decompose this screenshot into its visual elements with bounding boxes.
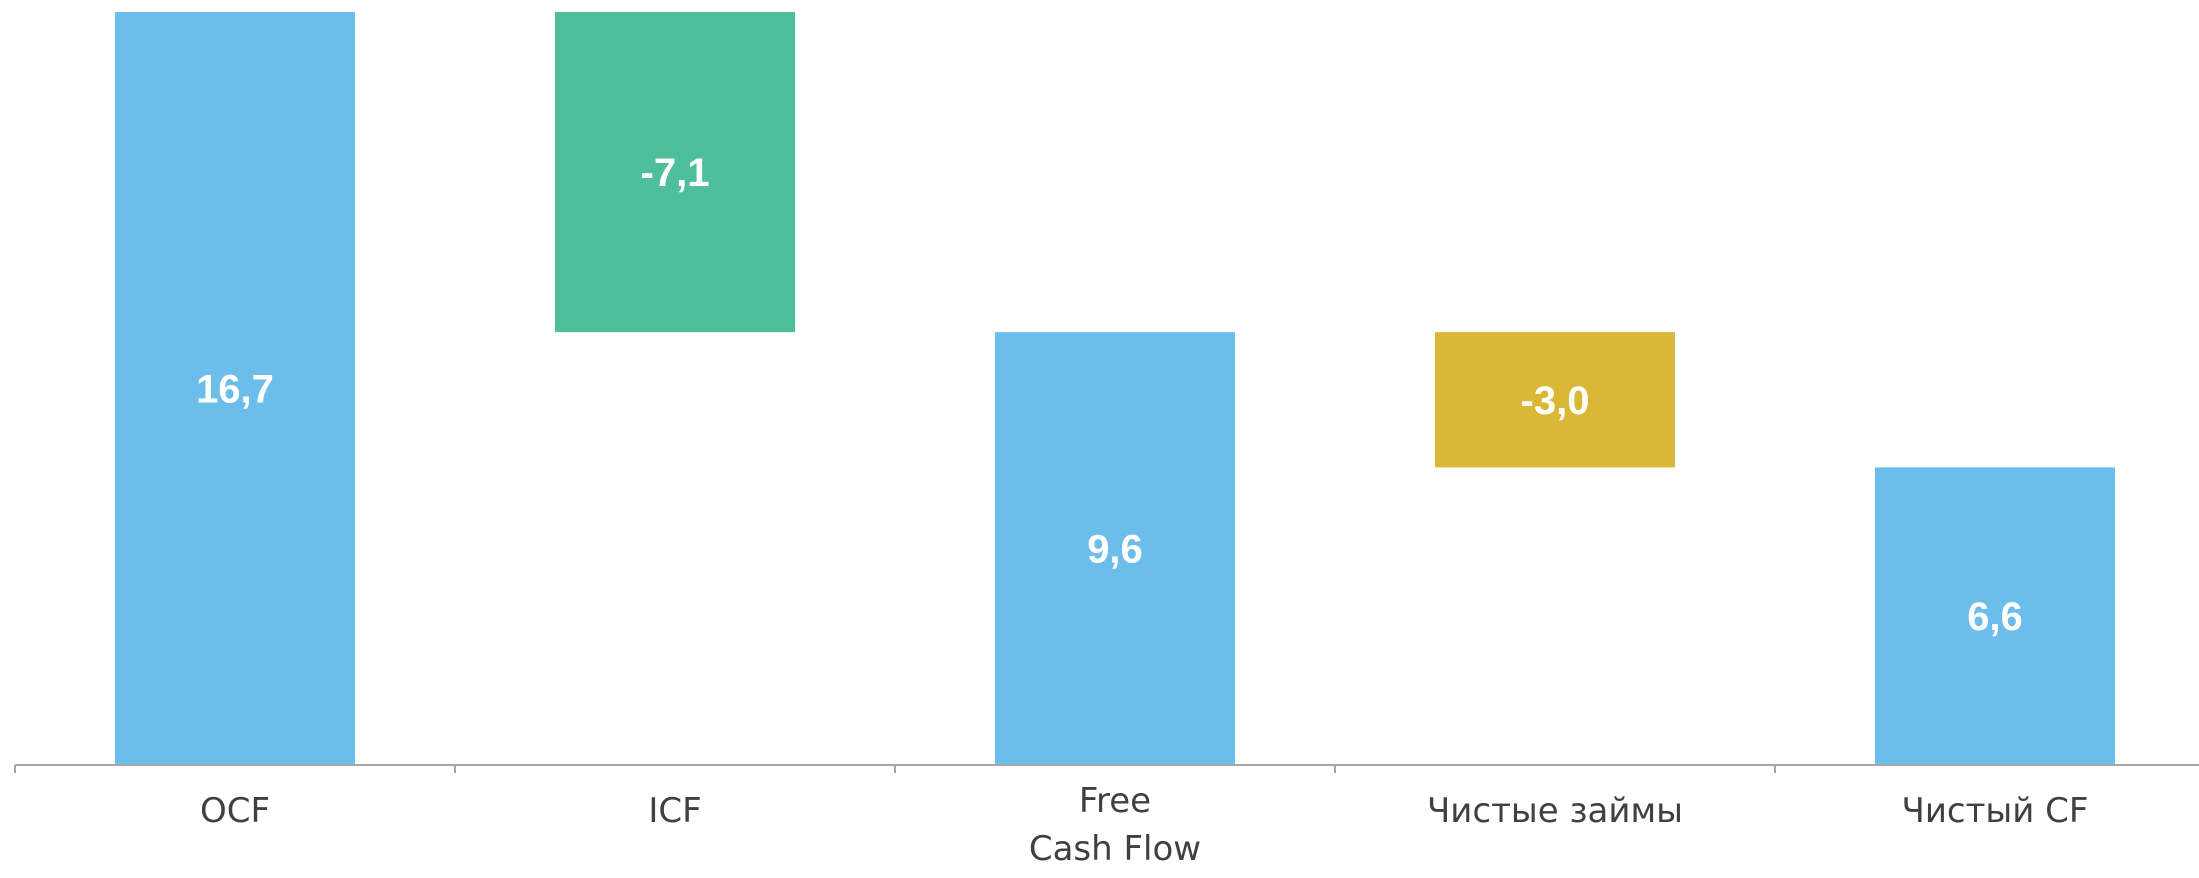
data-label-3: 9,6 (1087, 528, 1143, 572)
data-label-1: 16,7 (196, 368, 274, 412)
bar-2 (555, 12, 795, 333)
data-label-4: -3,0 (1521, 379, 1590, 423)
data-label-5: 6,6 (1967, 595, 2023, 639)
x-axis-ticks (14, 765, 1776, 773)
bar-4 (1435, 332, 1675, 468)
data-labels-group: 16,7 -7,1 9,6 -3,0 6,6 (196, 151, 2023, 639)
category-label-1: OCF (200, 791, 270, 831)
category-label-2: ICF (648, 791, 701, 831)
bar-5 (1875, 467, 2115, 765)
bar-1 (115, 12, 355, 765)
bar-3 (995, 332, 1235, 765)
data-label-2: -7,1 (641, 151, 710, 195)
bars-group (115, 12, 2115, 765)
category-label-4: Чистые займы (1427, 791, 1683, 831)
category-label-5: Чистый CF (1902, 791, 2089, 831)
category-labels-group: OCF ICF Free Cash Flow Чистые займы Чистый CF (200, 781, 2089, 869)
category-label-3: Free Cash Flow (1029, 781, 1201, 869)
